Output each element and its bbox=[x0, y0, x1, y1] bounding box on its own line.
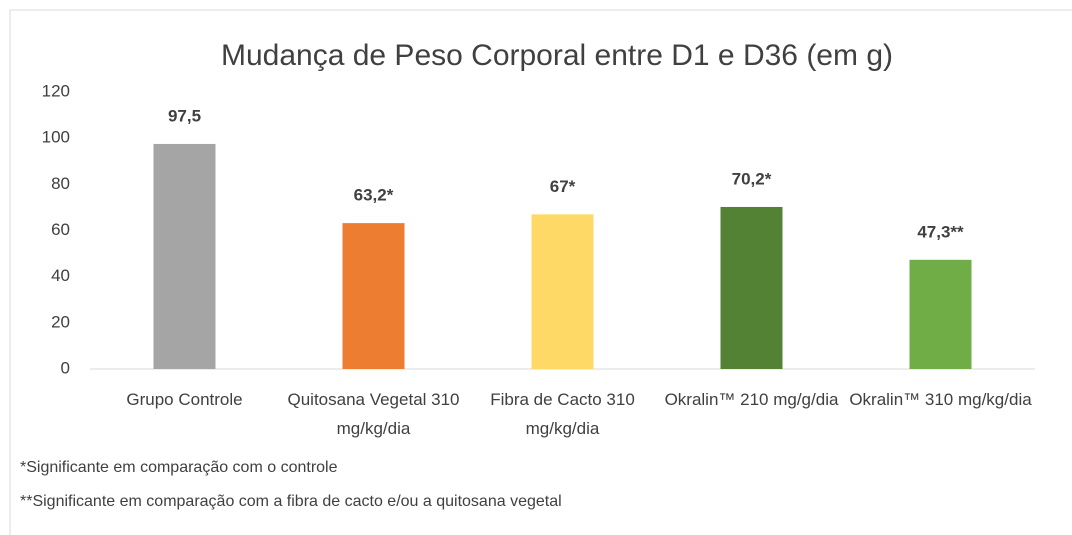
value-label: 63,2* bbox=[354, 186, 394, 205]
y-tick-label: 40 bbox=[51, 266, 70, 285]
value-label: 67* bbox=[550, 177, 576, 196]
x-tick-label: Grupo Controle bbox=[126, 390, 243, 409]
x-tick-label: Okralin™ 310 mg/kg/dia bbox=[849, 390, 1032, 409]
value-label: 70,2* bbox=[732, 169, 772, 188]
y-tick-label: 80 bbox=[51, 174, 70, 193]
x-tick-label: Okralin™ 210 mg/g/dia bbox=[664, 390, 839, 409]
value-label: 47,3** bbox=[917, 222, 964, 241]
bar bbox=[153, 143, 216, 369]
x-tick-label: Quitosana Vegetal 310 mg/kg/dia bbox=[287, 390, 460, 438]
footnote: **Significante em comparação com a fibra… bbox=[20, 493, 562, 510]
y-tick-label: 20 bbox=[51, 312, 70, 331]
footnote: *Significante em comparação com o contro… bbox=[20, 459, 338, 476]
value-label: 97,5 bbox=[168, 106, 201, 125]
bar bbox=[342, 223, 405, 369]
frame bbox=[9, 9, 1072, 535]
chart-title: Mudança de Peso Corporal entre D1 e D36 … bbox=[221, 39, 893, 72]
bar bbox=[720, 206, 783, 369]
y-tick-label: 60 bbox=[51, 220, 70, 239]
bar bbox=[909, 259, 972, 369]
y-tick-label: 100 bbox=[42, 128, 70, 147]
x-tick-label: Fibra de Cacto 310 mg/kg/dia bbox=[490, 390, 635, 438]
y-tick-label: 0 bbox=[61, 358, 70, 377]
y-tick-label: 120 bbox=[42, 81, 70, 100]
bar bbox=[531, 214, 594, 369]
